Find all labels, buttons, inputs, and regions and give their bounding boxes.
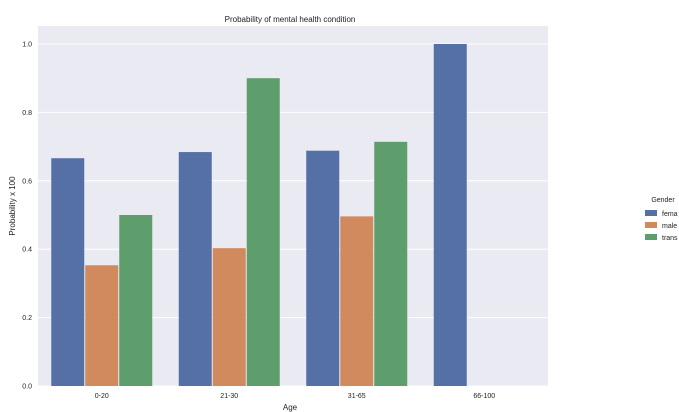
legend: Gender fema male trans <box>645 197 678 242</box>
y-tick-label: 0.6 <box>22 178 32 185</box>
bar-fema-0-20 <box>51 158 85 386</box>
y-tick-label: 0.2 <box>22 315 32 322</box>
legend-label-male: male <box>662 223 677 230</box>
x-axis-label: Age <box>283 403 298 412</box>
y-axis-label: Probability x 100 <box>8 176 17 236</box>
x-tick-label: 31-65 <box>348 393 366 400</box>
legend-swatch-male <box>645 222 657 228</box>
legend-title: Gender <box>651 197 675 204</box>
y-tick-label: 1.0 <box>22 42 32 49</box>
x-tick-label: 21-30 <box>220 393 238 400</box>
bar-fema-21-30 <box>178 152 212 386</box>
legend-label-fema: fema <box>662 211 678 218</box>
chart-title: Probability of mental health condition <box>225 15 356 24</box>
bar-fema-66-100 <box>433 44 467 386</box>
bar-trans-0-20 <box>119 215 153 386</box>
bar-male-21-30 <box>212 248 246 386</box>
x-tick-label: 66-100 <box>473 393 495 400</box>
bar-fema-31-65 <box>306 150 340 386</box>
bar-trans-21-30 <box>246 78 280 386</box>
legend-swatch-fema <box>645 210 657 216</box>
bars-group <box>51 44 467 386</box>
bar-male-31-65 <box>340 216 374 386</box>
y-tick-labels: 0.0 0.2 0.4 0.6 0.8 1.0 <box>22 42 32 391</box>
legend-label-trans: trans <box>662 235 678 242</box>
y-tick-label: 0.4 <box>22 247 32 254</box>
y-tick-label: 0.0 <box>22 384 32 391</box>
y-tick-label: 0.8 <box>22 110 32 117</box>
bar-male-0-20 <box>85 265 119 386</box>
x-tick-labels: 0-20 21-30 31-65 66-100 <box>95 393 496 400</box>
bar-trans-31-65 <box>374 141 408 386</box>
legend-swatch-trans <box>645 234 657 240</box>
x-tick-label: 0-20 <box>95 393 109 400</box>
